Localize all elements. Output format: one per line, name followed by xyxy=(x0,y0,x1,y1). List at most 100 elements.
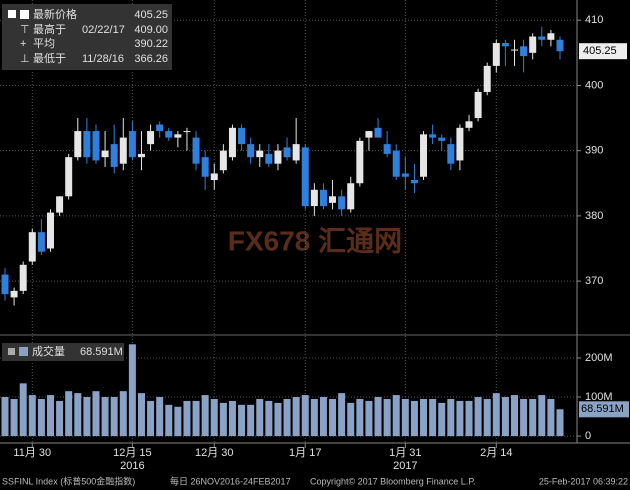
year-label: 2017 xyxy=(393,460,417,472)
candle-body xyxy=(247,144,255,158)
legend-label: 最高于 xyxy=(33,22,66,36)
candle-body xyxy=(83,131,91,158)
volume-bar xyxy=(374,397,382,437)
volume-bar xyxy=(37,398,45,437)
volume-legend-box xyxy=(2,343,124,361)
volume-bar xyxy=(547,398,555,437)
last-volume-tag xyxy=(579,401,629,418)
candle-body xyxy=(456,127,464,161)
volume-bar xyxy=(383,398,391,437)
volume-bar xyxy=(538,395,546,437)
volume-bar xyxy=(529,398,537,437)
volume-bar xyxy=(165,404,173,437)
volume-bar xyxy=(520,398,528,437)
y-tick-label: 100M xyxy=(585,391,613,403)
y-tick-label: 390 xyxy=(585,145,603,157)
y-tick-label: 200M xyxy=(585,352,613,364)
candle-body xyxy=(101,150,109,158)
candle-body xyxy=(46,212,54,249)
legend-icon xyxy=(20,10,29,19)
volume-bar xyxy=(556,409,564,437)
volume-bar xyxy=(410,400,418,437)
volume-bar xyxy=(420,398,428,437)
volume-bar xyxy=(301,395,309,437)
candle-body xyxy=(392,150,400,177)
candle-body xyxy=(319,189,327,207)
volume-bar xyxy=(10,398,18,437)
watermark: FX678 汇通网 xyxy=(228,225,402,256)
legend-icon xyxy=(8,348,15,355)
candle-body xyxy=(383,144,391,154)
candle-body xyxy=(538,36,546,40)
volume-bar xyxy=(456,400,464,437)
volume-bar xyxy=(274,402,282,437)
candle-body xyxy=(183,131,191,133)
volume-bar xyxy=(101,397,109,437)
volume-bar xyxy=(319,397,327,437)
candle-body xyxy=(256,150,264,158)
legend-date: 11/28/16 xyxy=(82,53,124,65)
candle-body xyxy=(274,150,282,164)
legend-icon: ⊤ xyxy=(20,24,30,36)
legend-icon xyxy=(8,10,16,18)
volume-bar xyxy=(401,398,409,437)
candle-body xyxy=(401,173,409,177)
last-price-label: 405.25 xyxy=(583,45,617,57)
candle-body xyxy=(329,196,337,203)
volume-bar xyxy=(210,398,218,437)
candle-body xyxy=(37,232,45,252)
y-tick-label: 370 xyxy=(585,275,603,287)
candle-body xyxy=(10,290,18,298)
legend-value: 366.26 xyxy=(134,53,168,65)
volume-bar xyxy=(192,400,200,437)
volume-bar xyxy=(183,400,191,437)
candle-body xyxy=(501,43,509,47)
volume-bar xyxy=(238,404,246,437)
candle-body xyxy=(356,140,364,184)
volume-bar xyxy=(347,402,355,437)
candle-body xyxy=(447,144,455,164)
candle-body xyxy=(147,131,155,145)
volume-bar xyxy=(119,391,127,437)
y-tick-label: 380 xyxy=(585,210,603,222)
volume-bar xyxy=(92,391,100,437)
volume-bar xyxy=(128,344,136,437)
volume-bar xyxy=(438,402,446,437)
volume-bar xyxy=(265,400,273,437)
candle-body xyxy=(28,232,36,262)
volume-bar xyxy=(483,398,491,437)
candle-body xyxy=(529,36,537,53)
legend-icon xyxy=(19,347,28,356)
volume-bar xyxy=(46,395,54,437)
volume-bar xyxy=(447,398,455,437)
last-price-tag xyxy=(579,43,627,60)
legend-icon: ⊥ xyxy=(20,53,30,65)
candle-body xyxy=(192,137,200,164)
candle-body xyxy=(165,131,173,138)
volume-bar xyxy=(474,397,482,437)
candle-body xyxy=(465,121,473,128)
candle-body xyxy=(128,131,136,158)
y-tick-label: 0 xyxy=(585,430,591,442)
volume-bar xyxy=(429,398,437,437)
candle-body xyxy=(137,153,145,158)
x-tick-label: 12月 30 xyxy=(195,447,234,459)
candle-body xyxy=(201,157,209,177)
candle-body xyxy=(156,124,164,132)
candle-body xyxy=(374,127,382,138)
candle-body xyxy=(492,43,500,66)
volume-bar xyxy=(147,400,155,437)
year-label: 2016 xyxy=(120,460,144,472)
last-volume-label: 68.591M xyxy=(581,403,624,415)
volume-bar xyxy=(501,397,509,437)
volume-bar xyxy=(465,400,473,437)
volume-bar xyxy=(110,397,118,437)
volume-bar xyxy=(65,391,73,437)
candle-body xyxy=(483,65,491,92)
legend-value: 405.25 xyxy=(134,9,168,21)
candle-body xyxy=(1,274,9,295)
volume-bar xyxy=(74,393,82,437)
x-tick-label: 1月 17 xyxy=(289,447,321,459)
volume-bar xyxy=(283,398,291,437)
